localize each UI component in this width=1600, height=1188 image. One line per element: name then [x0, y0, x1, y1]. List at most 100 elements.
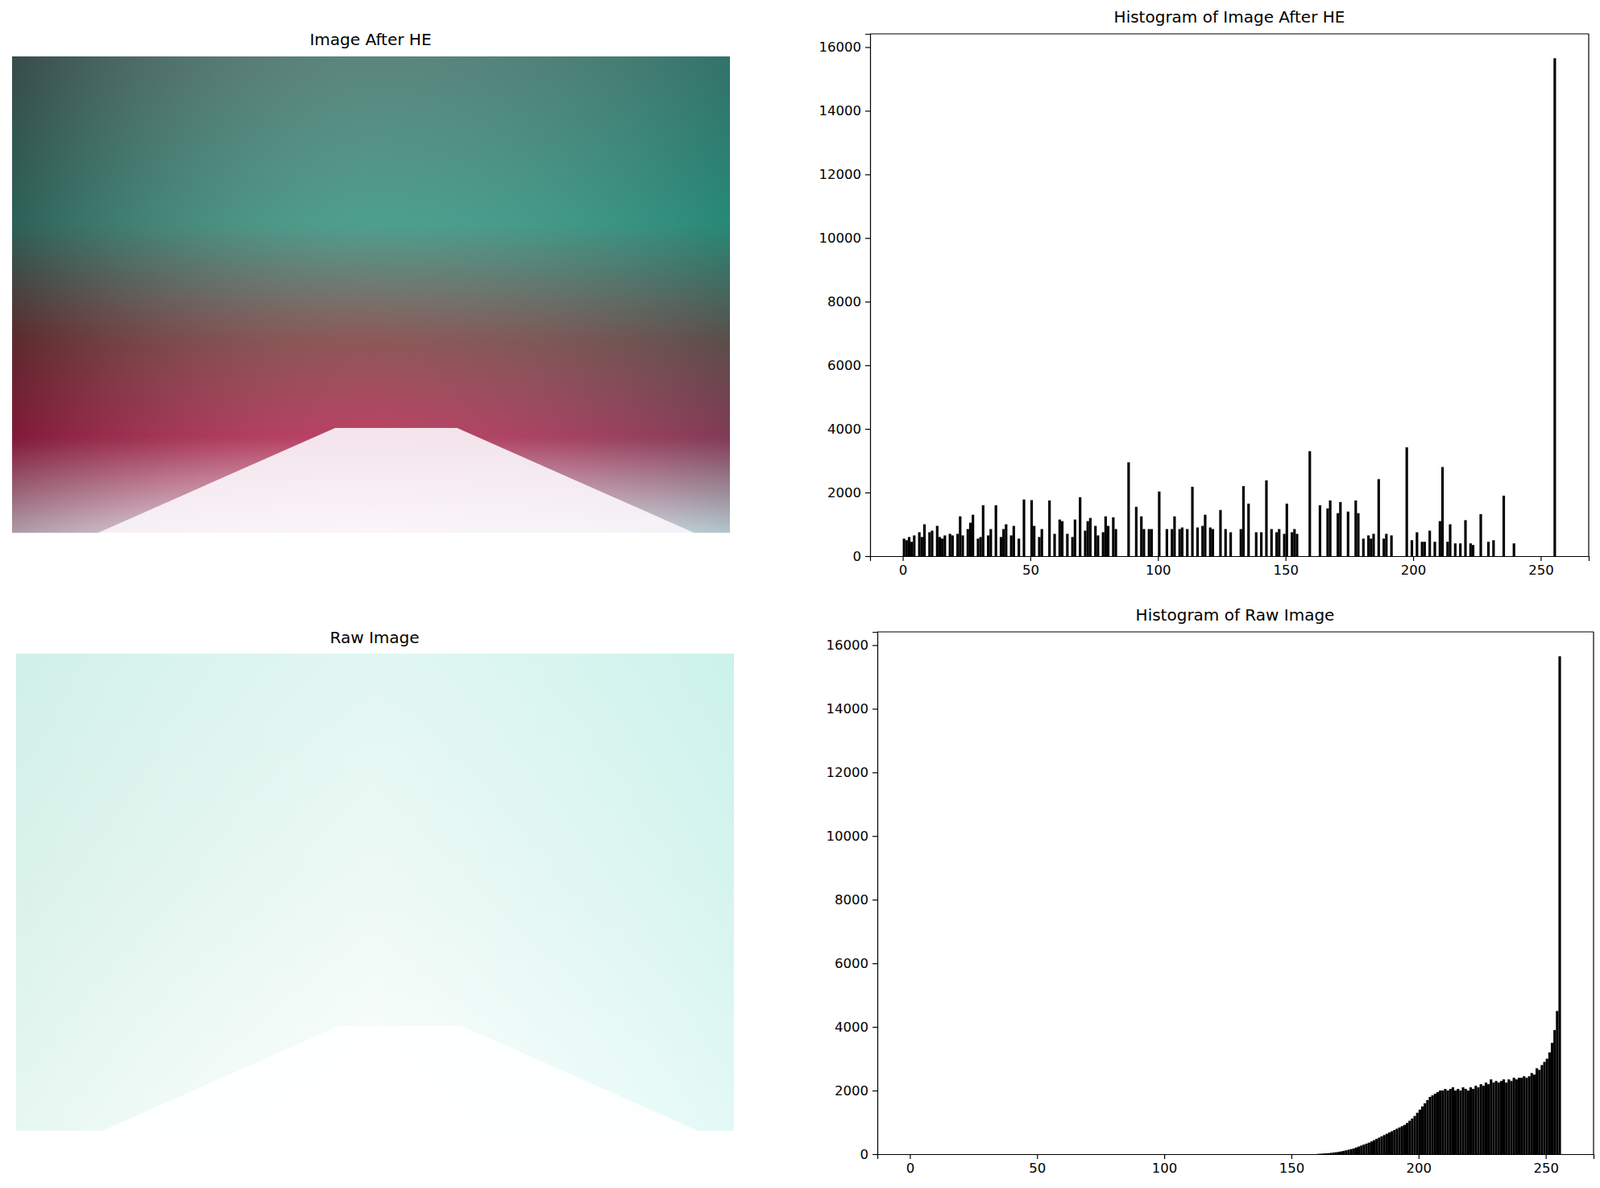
tick: 6000	[827, 357, 871, 374]
bar	[1443, 1088, 1447, 1154]
bar	[1372, 1139, 1376, 1154]
bar	[928, 531, 931, 556]
frame	[1592, 631, 1594, 1154]
bar	[994, 505, 998, 556]
tick: 250	[1528, 555, 1555, 578]
tick-label: 8000	[834, 891, 869, 908]
title: Histogram of Image After HE	[1114, 7, 1346, 27]
figure: Image After HE Histogram of Image After H…	[0, 0, 1600, 1188]
tick: 200	[1401, 555, 1427, 578]
bar	[1489, 1078, 1493, 1154]
histogram-panel: Histogram of Image After HE0501001502002…	[819, 7, 1590, 578]
bar	[1196, 526, 1199, 556]
image-panel: Raw Image	[16, 627, 734, 1131]
tick-label: 50	[1028, 1160, 1046, 1176]
bar	[1398, 1127, 1402, 1154]
bar	[1377, 478, 1381, 556]
bar	[1083, 530, 1087, 556]
bar	[1467, 1090, 1470, 1154]
frame	[870, 33, 1589, 34]
image	[16, 653, 734, 1131]
bar	[1469, 543, 1472, 556]
tick: 250	[1533, 1153, 1559, 1176]
tick-label: 14000	[819, 103, 863, 119]
bar	[1428, 1096, 1431, 1154]
bar	[1390, 534, 1393, 556]
bar	[1464, 1088, 1468, 1154]
tick-mark	[865, 46, 871, 48]
bar	[1487, 1083, 1490, 1154]
title: Histogram of Raw Image	[1135, 605, 1335, 625]
bar	[1255, 531, 1258, 556]
bar	[1362, 538, 1365, 556]
bar	[1431, 1094, 1435, 1154]
x-axis: 050100150200250	[878, 1153, 1595, 1176]
image-panel: Image After HE	[12, 29, 730, 533]
bar	[1410, 539, 1414, 556]
bar	[1317, 1152, 1320, 1154]
tick-label: 4000	[827, 421, 862, 437]
bar	[1482, 1085, 1485, 1154]
title: Image After HE	[309, 29, 432, 50]
bar	[1078, 497, 1082, 556]
tick-mark	[872, 962, 878, 964]
tick: 150	[1279, 1153, 1306, 1176]
bar	[1106, 526, 1110, 556]
bar	[1218, 509, 1222, 556]
bar	[1558, 655, 1561, 1154]
bar	[1356, 513, 1360, 556]
axis-line	[870, 556, 1590, 562]
tick-mark	[1164, 1153, 1165, 1159]
bar	[1446, 541, 1449, 556]
tick: 10000	[819, 230, 871, 246]
bar	[1507, 1078, 1510, 1154]
bar	[1264, 480, 1268, 556]
bar	[1355, 1147, 1358, 1154]
tick-mark	[1030, 555, 1032, 561]
tick-label: 14000	[826, 700, 870, 717]
tick: 0	[906, 1153, 916, 1176]
bar	[1418, 1109, 1422, 1154]
bar	[1469, 1086, 1472, 1154]
bar	[1425, 1099, 1429, 1154]
bar	[1390, 1131, 1393, 1154]
title: Raw Image	[329, 627, 419, 647]
bar	[1461, 1086, 1464, 1154]
frame	[877, 630, 1594, 632]
bar	[1283, 533, 1286, 556]
tick-mark	[872, 771, 878, 773]
bar	[1058, 519, 1062, 556]
bar	[1308, 451, 1311, 556]
bar	[1037, 536, 1041, 556]
tick: 50	[1022, 555, 1040, 578]
tick-label: 200	[1401, 562, 1427, 578]
bar	[1012, 526, 1016, 556]
tick-label: 50	[1022, 562, 1040, 578]
tick-label: 8000	[827, 294, 862, 310]
bar	[1502, 1078, 1505, 1154]
bar	[1484, 1081, 1488, 1154]
tick-mark	[865, 301, 871, 303]
bar	[1334, 1152, 1338, 1154]
bar	[966, 528, 970, 556]
bar	[1030, 500, 1033, 556]
bar	[1096, 534, 1099, 556]
bar	[1052, 533, 1056, 556]
tick-mark	[865, 492, 871, 494]
bar	[1372, 533, 1375, 556]
bar	[1479, 513, 1482, 556]
bar	[1550, 1042, 1554, 1154]
y-axis: 0200040006000800010000120001400016000	[819, 34, 871, 564]
tick-label: 200	[1406, 1160, 1433, 1176]
bar	[1446, 1090, 1450, 1154]
bar	[923, 524, 926, 556]
bar	[1380, 1135, 1383, 1154]
bar	[1032, 526, 1036, 556]
bar	[1295, 533, 1298, 556]
bar	[986, 534, 990, 556]
bar	[936, 526, 939, 556]
bar	[1319, 1152, 1323, 1154]
bar	[1114, 528, 1117, 556]
tick-label: 2000	[827, 484, 862, 501]
tick-label: 6000	[827, 357, 862, 374]
